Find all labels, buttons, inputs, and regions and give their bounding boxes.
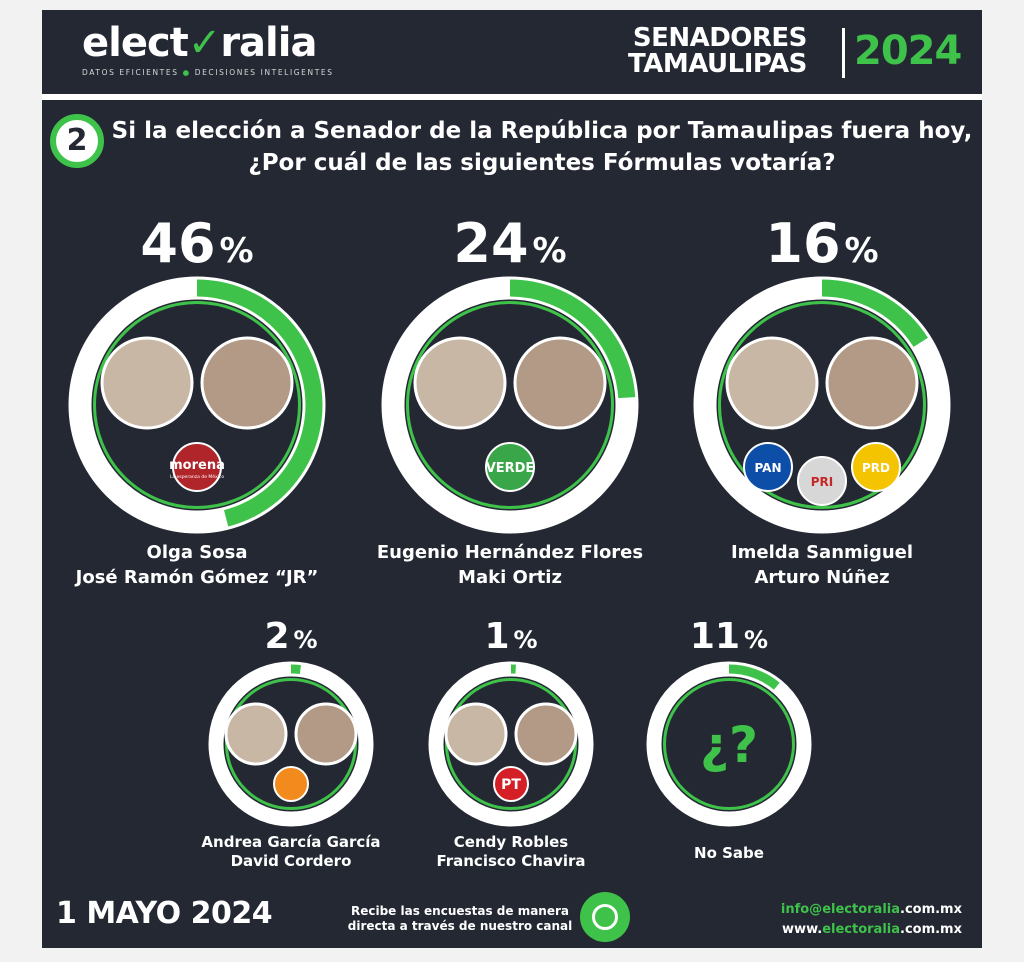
value-arc-5 — [728, 664, 780, 690]
candidate-name-2-3: David Cordero — [231, 852, 352, 870]
percent-label-4: 1% — [484, 616, 537, 657]
value-arc-1 — [509, 279, 636, 399]
party-logo-3-0 — [273, 766, 309, 802]
candidate-name-1-2: Imelda Sanmiguel — [731, 542, 913, 563]
candidate-name-1-5: No Sabe — [694, 844, 764, 862]
candidate-name-2-0: José Ramón Gómez “JR” — [74, 567, 319, 588]
web-tld: .com.mx — [900, 922, 962, 937]
question-mark-icon: ¿? — [700, 716, 758, 774]
channel-text-line-1: Recibe las encuestas de manera — [350, 904, 570, 918]
candidate-name-2-4: Francisco Chavira — [436, 852, 585, 870]
party-logo-2-2 — [851, 442, 901, 492]
title-divider — [842, 28, 845, 78]
party-logo-label-2-2: PRD — [862, 461, 890, 475]
title-line-1: SENADORES — [632, 23, 808, 53]
question-line-2: ¿Por cuál de las siguientes Fórmulas vot… — [248, 150, 836, 176]
candidate-name-1-4: Cendy Robles — [454, 833, 569, 851]
candidate-name-1-0: Olga Sosa — [147, 542, 248, 563]
candidate-photo-b-0 — [200, 336, 294, 430]
email-domain: electoralia — [822, 902, 900, 917]
channel-text-line-2: directa a través de nuestro canal — [347, 919, 573, 933]
candidate-photo-b-2 — [825, 336, 919, 430]
candidate-photo-b-4 — [514, 702, 578, 766]
email-tld: .com.mx — [900, 902, 962, 917]
question-line-1: Si la elección a Senador de la República… — [111, 118, 973, 144]
value-arc-0 — [196, 279, 323, 527]
candidate-photo-a-3 — [224, 702, 288, 766]
party-logo-1-0 — [485, 442, 535, 492]
party-logo-label-1-0: VERDE — [486, 461, 535, 476]
ring-inner-line-0 — [93, 301, 301, 509]
candidate-name-1-3: Andrea García García — [201, 833, 380, 851]
channel-text: Recibe las encuestas de manera directa a … — [342, 904, 578, 934]
percent-label-2: 16% — [765, 212, 878, 275]
tagline-part-a: DATOS EFICIENTES — [82, 68, 179, 77]
candidate-name-1-1: Eugenio Hernández Flores — [377, 542, 643, 563]
candidate-photo-a-2 — [725, 336, 819, 430]
party-logo-0-0 — [172, 442, 222, 492]
title-line-2: TAMAULIPAS — [628, 49, 807, 79]
party-logo-4-0 — [493, 766, 529, 802]
logo-text-start: elect — [82, 20, 189, 66]
candidate-photo-b-3 — [294, 702, 358, 766]
header-separator — [42, 94, 982, 100]
website-link[interactable]: www.electoralia.com.mx — [722, 920, 962, 940]
percent-label-5: 11% — [690, 616, 768, 657]
electoralia-logo[interactable]: elect✓ralia — [82, 20, 317, 66]
ring-inner-line-1 — [406, 301, 614, 509]
candidate-photo-a-1 — [413, 336, 507, 430]
whatsapp-icon[interactable] — [580, 892, 630, 942]
party-logo-sub-0-0: La esperanza de México — [170, 473, 224, 480]
percent-label-0: 46% — [140, 212, 253, 275]
percent-label-1: 24% — [453, 212, 566, 275]
candidate-photo-b-1 — [513, 336, 607, 430]
percent-label-3: 2% — [264, 616, 317, 657]
email-link[interactable]: info@electoralia.com.mx — [722, 900, 962, 920]
party-logo-label-4-0: PT — [501, 777, 521, 793]
email-user: info@ — [780, 902, 823, 917]
ring-inner-line-2 — [718, 301, 926, 509]
party-logo-label-2-0: PAN — [754, 461, 781, 475]
value-arc-2 — [821, 279, 928, 348]
poll-date: 1 MAYO 2024 — [56, 896, 273, 931]
candidate-name-2-2: Arturo Núñez — [754, 567, 889, 588]
candidate-photo-a-0 — [100, 336, 194, 430]
web-prefix: www. — [782, 922, 823, 937]
footer-bar: 1 MAYO 2024 Recibe las encuestas de mane… — [42, 888, 982, 948]
web-domain: electoralia — [822, 922, 900, 937]
tagline-part-b: DECISIONES INTELIGENTES — [194, 68, 334, 77]
header-bar: elect✓ralia DATOS EFICIENTES ● DECISIONE… — [42, 10, 982, 94]
candidate-photo-a-4 — [444, 702, 508, 766]
party-logo-2-0 — [743, 442, 793, 492]
contact-links: info@electoralia.com.mx www.electoralia.… — [722, 900, 962, 940]
checkmark-icon: ✓ — [187, 20, 222, 66]
logo-text-end: ralia — [220, 20, 317, 66]
title-year: 2024 — [854, 28, 962, 74]
logo-tagline: DATOS EFICIENTES ● DECISIONES INTELIGENT… — [82, 68, 334, 77]
candidate-name-2-1: Maki Ortiz — [458, 567, 562, 588]
dot-icon: ● — [182, 68, 191, 77]
value-arc-3 — [290, 664, 301, 675]
page-title: SENADORES TAMAULIPAS — [628, 25, 807, 77]
question-number-badge: 2 — [50, 114, 104, 168]
party-logo-2-1 — [797, 456, 847, 506]
ring-inner-line-5 — [663, 678, 795, 810]
party-logo-label-0-0: morena — [169, 458, 225, 473]
party-logo-label-2-1: PRI — [811, 475, 834, 489]
